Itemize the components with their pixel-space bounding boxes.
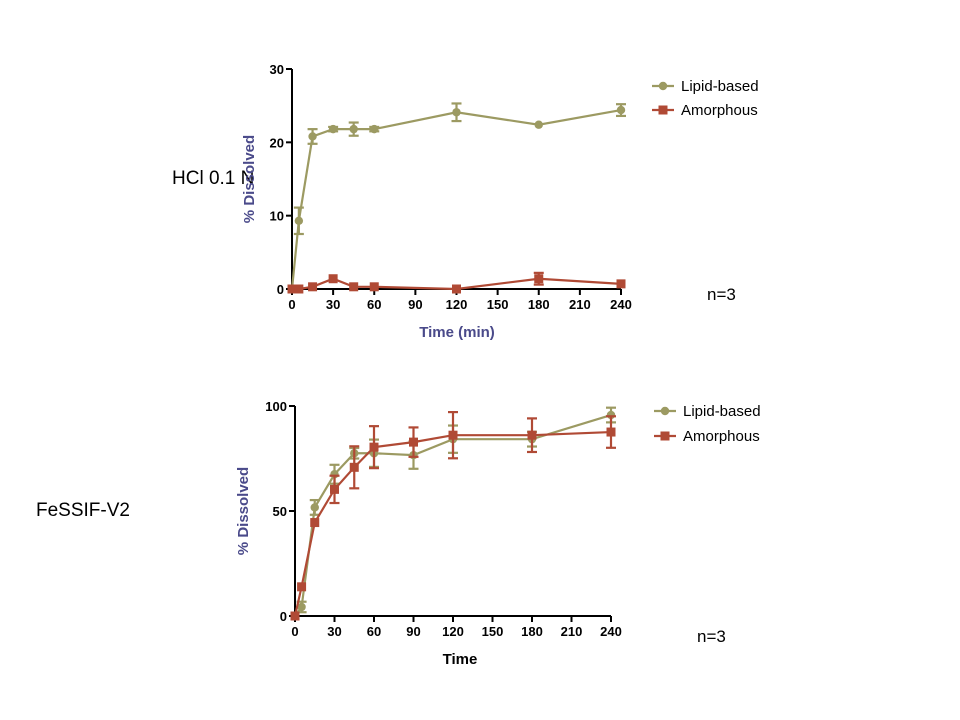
data-point: [452, 284, 461, 294]
n-label-top: n=3: [707, 285, 736, 304]
data-point: [534, 274, 544, 284]
data-point: [369, 282, 379, 292]
data-point: [370, 124, 379, 134]
data-point: [294, 284, 304, 294]
legend-marker: [658, 105, 668, 115]
data-point: [527, 430, 537, 440]
data-point: [310, 518, 320, 528]
x-tick-label: 240: [610, 297, 632, 312]
y-tick-label: 20: [270, 135, 284, 150]
x-tick-label: 60: [367, 297, 381, 312]
x-tick-label: 90: [408, 297, 422, 312]
x-tick-label: 150: [482, 624, 504, 639]
y-axis-title: % Dissolved: [241, 135, 258, 223]
x-tick-label: 30: [326, 297, 340, 312]
legend-entry: Amorphous: [652, 102, 758, 119]
x-tick-label: 210: [561, 624, 583, 639]
data-point: [409, 437, 418, 447]
legend-entry: Amorphous: [654, 428, 760, 445]
x-tick-label: 90: [406, 624, 420, 639]
series-line: [290, 108, 622, 290]
x-tick-label: 210: [569, 297, 591, 312]
legend-label: Lipid-based: [681, 78, 759, 95]
data-point: [290, 611, 300, 621]
x-tick-label: 150: [487, 297, 509, 312]
x-tick-label: 60: [367, 624, 381, 639]
series-amorphous: [290, 410, 616, 621]
data-point: [349, 462, 359, 472]
condition-label-fessif: FeSSIF-V2: [36, 500, 130, 521]
data-point: [308, 282, 318, 292]
legend-label: Lipid-based: [683, 403, 761, 420]
chart-0: 0 10 20 30 0 30 60 90 120 150 180 210 240 Time (min)%…: [241, 62, 759, 341]
data-point: [297, 582, 307, 592]
legend-entry: Lipid-based: [652, 78, 759, 95]
data-point: [328, 274, 338, 284]
data-point: [616, 279, 626, 289]
legend-marker: [660, 406, 670, 416]
x-axis-title: Time: [443, 651, 478, 668]
y-tick-label: 0: [280, 609, 287, 624]
chart-1: 0 50 100 0 30 60 90 120 150 180 210 240 Time % Dissol…: [235, 399, 761, 668]
data-point: [534, 120, 543, 129]
data-point: [330, 484, 339, 494]
x-tick-label: 0: [291, 624, 298, 639]
data-point: [448, 430, 458, 440]
x-tick-label: 240: [600, 624, 622, 639]
y-tick-label: 30: [270, 62, 284, 77]
data-point: [606, 427, 616, 437]
condition-label-hcl: HCl 0.1 N: [172, 168, 255, 189]
data-point: [328, 124, 338, 134]
x-axis-title: Time (min): [419, 324, 495, 341]
y-tick-label: 10: [270, 209, 284, 224]
data-point: [616, 105, 626, 115]
data-point: [349, 282, 359, 292]
series-line: [293, 430, 612, 617]
data-point: [297, 602, 306, 612]
data-point: [349, 124, 358, 134]
series-amorphous: [287, 271, 626, 294]
data-point: [308, 132, 317, 141]
legend-label: Amorphous: [683, 428, 760, 445]
x-tick-label: 120: [442, 624, 464, 639]
legend-marker: [658, 81, 668, 91]
y-tick-label: 50: [273, 504, 287, 519]
n-label-bottom: n=3: [697, 627, 726, 646]
x-tick-label: 30: [327, 624, 341, 639]
data-point: [452, 108, 461, 117]
y-tick-label: 0: [277, 282, 284, 297]
data-point: [294, 216, 304, 225]
data-point: [310, 503, 319, 512]
legend-entry: Lipid-based: [654, 403, 761, 420]
data-point: [369, 442, 379, 452]
series-lipid-based: [287, 102, 626, 294]
legend-marker: [660, 431, 670, 441]
x-tick-label: 0: [288, 297, 295, 312]
data-point: [287, 284, 297, 294]
y-tick-label: 100: [265, 399, 287, 414]
y-axis-title: % Dissolved: [235, 467, 252, 555]
x-tick-label: 120: [446, 297, 468, 312]
legend-label: Amorphous: [681, 102, 758, 119]
x-tick-label: 180: [528, 297, 550, 312]
x-tick-label: 180: [521, 624, 543, 639]
